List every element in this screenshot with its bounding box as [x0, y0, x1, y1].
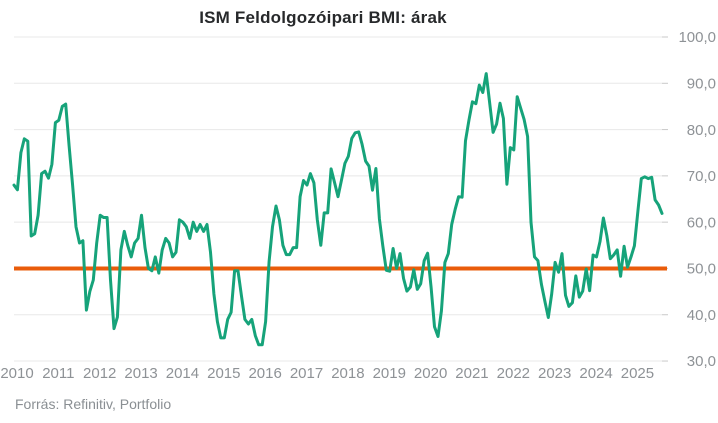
x-axis-label: 2022 — [497, 365, 530, 382]
x-axis-label: 2016 — [248, 365, 281, 382]
y-axis-label: 60,0 — [687, 214, 716, 231]
x-axis-label: 2024 — [579, 365, 612, 382]
series-line — [12, 72, 664, 347]
x-axis-label: 2025 — [621, 365, 654, 382]
y-axis-label: 70,0 — [687, 168, 716, 185]
y-axis-label: 90,0 — [687, 75, 716, 92]
chart-title: ISM Feldolgozóipari BMI: árak — [199, 8, 447, 27]
y-axis-label: 30,0 — [687, 353, 716, 370]
y-axis-label: 80,0 — [687, 122, 716, 139]
y-axis-label: 100,0 — [678, 29, 716, 46]
x-axis-label: 2010 — [0, 365, 33, 382]
x-axis-label: 2017 — [290, 365, 323, 382]
x-axis-label: 2023 — [538, 365, 571, 382]
x-axis-label: 2020 — [414, 365, 447, 382]
source-note: Forrás: Refinitiv, Portfolio — [15, 396, 172, 412]
x-axis-label: 2018 — [331, 365, 364, 382]
x-axis-label: 2021 — [455, 365, 488, 382]
x-axis-label: 2015 — [207, 365, 240, 382]
x-axis-label: 2019 — [373, 365, 406, 382]
x-axis-label: 2014 — [166, 365, 199, 382]
x-axis-label: 2013 — [124, 365, 157, 382]
y-axis-label: 50,0 — [687, 261, 716, 278]
x-axis-label: 2012 — [83, 365, 116, 382]
y-axis-label: 40,0 — [687, 307, 716, 324]
x-axis-label: 2011 — [42, 365, 74, 382]
